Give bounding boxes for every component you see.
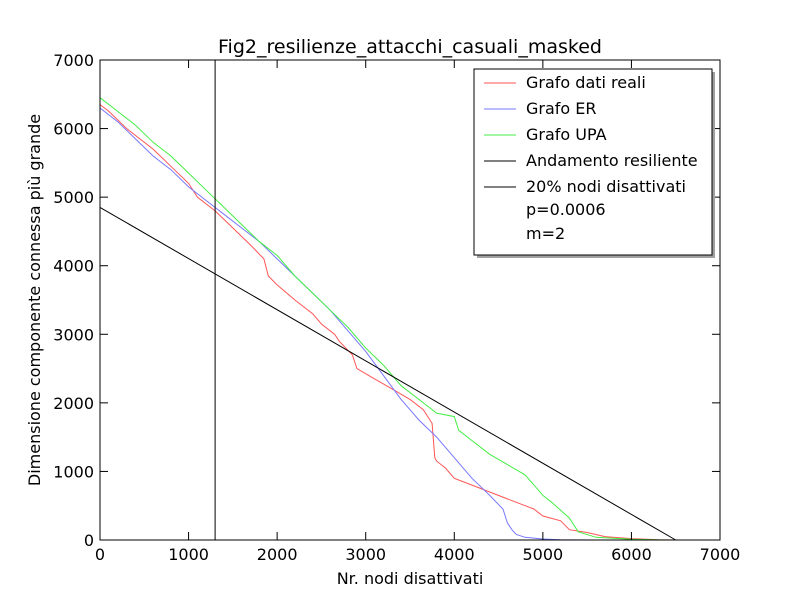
x-tick-label: 4000	[434, 545, 475, 564]
x-axis-label: Nr. nodi disattivati	[337, 569, 484, 588]
y-tick-label: 6000	[53, 120, 94, 139]
y-tick-label: 3000	[53, 325, 94, 344]
series-line-grafo-dati-reali	[99, 104, 676, 541]
legend-label-20pct-nodi-disattivati: 20% nodi disattivati	[526, 177, 686, 196]
series-line-grafo-er	[99, 107, 597, 541]
y-tick-label: 5000	[53, 188, 94, 207]
y-tick-label: 0	[84, 531, 94, 550]
x-tick-label: 3000	[345, 545, 386, 564]
x-tick-label: 2000	[257, 545, 298, 564]
y-tick-label: 1000	[53, 462, 94, 481]
legend-label-grafo-dati-reali: Grafo dati reali	[526, 73, 646, 92]
legend-extra-label: p=0.0006	[526, 200, 606, 219]
series-line-grafo-upa	[99, 97, 667, 541]
legend-extra-label: m=2	[526, 224, 565, 243]
chart-title: Fig2_resilienze_attacchi_casuali_masked	[218, 36, 602, 58]
x-tick-label: 7000	[700, 545, 741, 564]
y-axis-label: Dimensione componente connessa più grand…	[25, 114, 44, 486]
legend-label-andamento-resiliente: Andamento resiliente	[526, 151, 698, 170]
x-tick-label: 6000	[611, 545, 652, 564]
x-tick-label: 0	[95, 545, 105, 564]
ticks-layer: 0 1000 2000 3000 4000 5000 6000 7000 0 1000 2000 30…	[53, 51, 740, 564]
legend-box	[473, 68, 713, 256]
legend: Grafo dati reali Grafo ER Grafo UPA Andamen…	[473, 68, 715, 258]
legend-label-grafo-er: Grafo ER	[526, 99, 597, 118]
x-tick-label: 5000	[522, 545, 563, 564]
series-layer	[99, 60, 676, 541]
y-tick-label: 7000	[53, 51, 94, 70]
legend-label-grafo-upa: Grafo UPA	[526, 125, 607, 144]
x-tick-label: 1000	[168, 545, 209, 564]
y-tick-label: 2000	[53, 394, 94, 413]
series-line-andamento-resiliente	[99, 206, 676, 541]
y-tick-label: 4000	[53, 257, 94, 276]
plot-frame	[99, 59, 721, 541]
